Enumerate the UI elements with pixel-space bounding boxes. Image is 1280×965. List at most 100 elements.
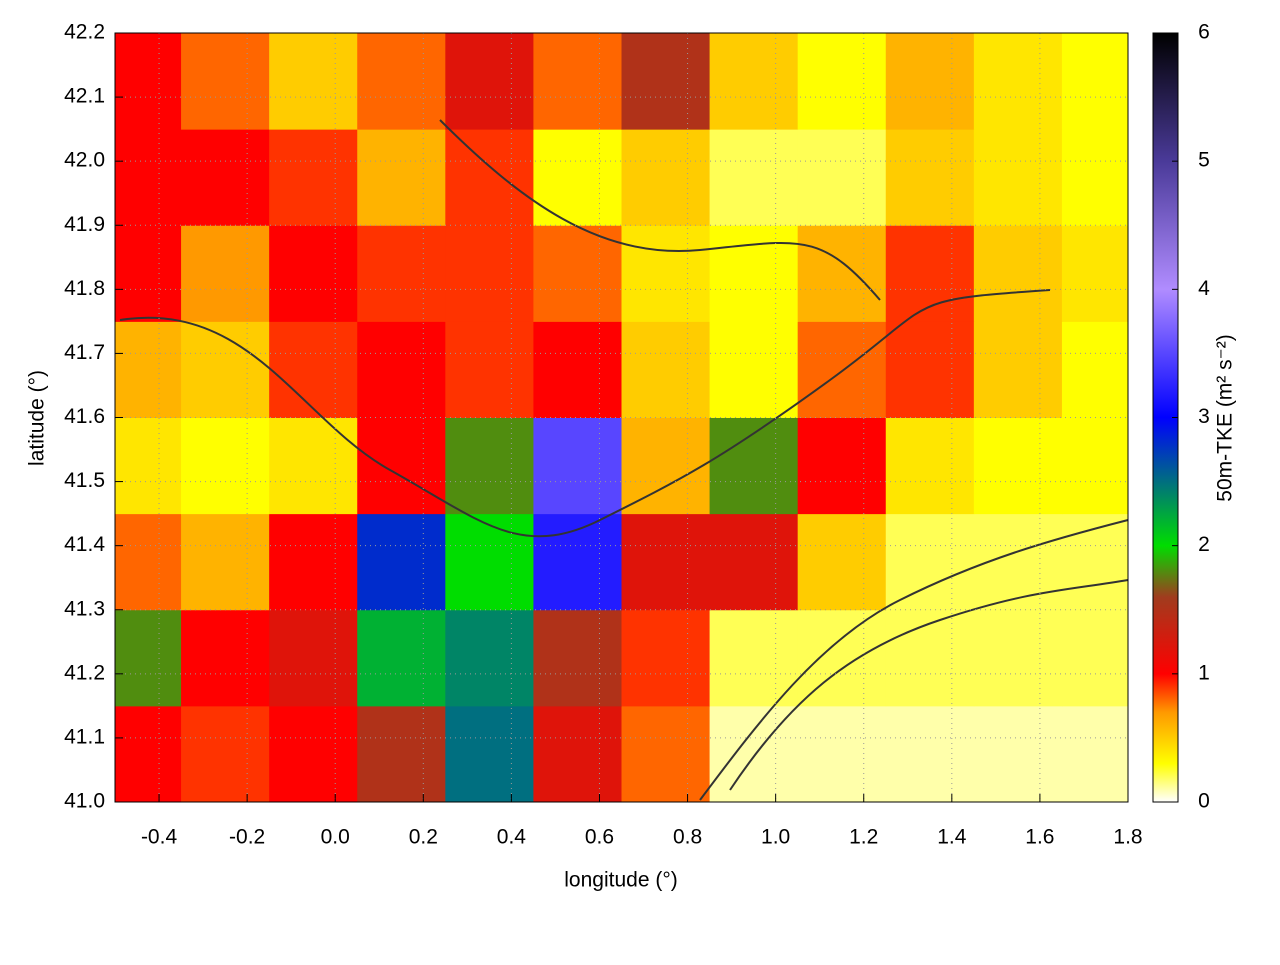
heat-cell — [1061, 705, 1129, 803]
y-tick-label: 42.1 — [64, 85, 105, 108]
heat-cell — [797, 609, 887, 707]
heat-cell — [973, 705, 1063, 803]
heat-cell — [357, 321, 446, 418]
heat-cell — [357, 513, 446, 611]
x-tick-label: 0.8 — [673, 826, 702, 849]
heat-cell — [445, 321, 534, 418]
heat-cell — [797, 321, 887, 418]
y-tick-label: 41.5 — [64, 469, 105, 492]
heat-cell — [357, 417, 446, 515]
heat-cell — [709, 417, 799, 515]
contour-line — [439, 119, 881, 301]
heat-cell — [181, 33, 270, 130]
heat-cell — [533, 321, 622, 418]
heat-cell — [621, 609, 711, 707]
heat-cell — [269, 513, 358, 611]
contour-line — [699, 519, 1129, 801]
heat-cell — [709, 609, 799, 707]
y-tick-label: 42.0 — [64, 149, 105, 172]
heat-cell — [181, 513, 270, 611]
colorbar-tick-label: 2 — [1198, 533, 1210, 556]
heat-cell — [445, 129, 534, 226]
heat-cell — [533, 129, 622, 226]
contours — [119, 119, 1129, 801]
heat-cell — [709, 129, 799, 226]
heat-cell — [115, 225, 182, 322]
heat-cell — [181, 609, 270, 707]
heat-cell — [885, 33, 975, 130]
heat-cell — [269, 33, 358, 130]
heat-cell — [445, 609, 534, 707]
heat-cell — [885, 321, 975, 418]
heat-cell — [181, 225, 270, 322]
heat-cell — [885, 417, 975, 515]
x-tick-label: -0.4 — [141, 826, 178, 849]
heat-cell — [797, 225, 887, 322]
x-tick-label: 0.0 — [321, 826, 350, 849]
contour-line — [119, 289, 1051, 538]
heat-cell — [1061, 33, 1129, 130]
heat-cell — [357, 225, 446, 322]
heat-cell — [621, 225, 711, 322]
heat-cell — [533, 225, 622, 322]
colorbar-label: 50m-TKE (m² s⁻²) — [1214, 334, 1237, 501]
heat-cell — [1061, 129, 1129, 226]
heat-cell — [181, 417, 270, 515]
y-tick-label: 41.1 — [64, 725, 105, 748]
heat-cell — [797, 705, 887, 803]
colorbar-tick-label: 1 — [1198, 661, 1210, 684]
y-tick-label: 41.2 — [64, 661, 105, 684]
heat-cell — [445, 513, 534, 611]
heat-cell — [269, 129, 358, 226]
heat-cell — [621, 33, 711, 130]
heat-cell — [115, 33, 182, 130]
x-axis-label: longitude (°) — [564, 869, 677, 892]
heat-cell — [115, 129, 182, 226]
heat-cell — [357, 609, 446, 707]
colorbar-tick-label: 6 — [1198, 21, 1210, 44]
x-tick-label: 1.2 — [849, 826, 878, 849]
x-tick-label: 1.8 — [1113, 826, 1142, 849]
x-tick-label: 1.0 — [761, 826, 790, 849]
heat-cell — [621, 513, 711, 611]
heat-cell — [973, 33, 1063, 130]
heat-cell — [1061, 513, 1129, 611]
heat-cell — [797, 129, 887, 226]
heat-cell — [269, 417, 358, 515]
colorbar-tick-label: 0 — [1198, 790, 1210, 813]
heat-cell — [357, 33, 446, 130]
y-tick-label: 41.4 — [64, 533, 105, 556]
heat-cell — [533, 513, 622, 611]
heat-cell — [621, 321, 711, 418]
heat-cell — [533, 417, 622, 515]
heat-cell — [115, 417, 182, 515]
heat-cell — [885, 513, 975, 611]
heat-cell — [1061, 321, 1129, 418]
heat-cell — [445, 705, 534, 803]
heat-cell — [445, 225, 534, 322]
heat-cell — [709, 225, 799, 322]
heat-cell — [621, 417, 711, 515]
heat-cell — [181, 705, 270, 803]
x-tick-label: -0.2 — [229, 826, 265, 849]
heat-cell — [973, 321, 1063, 418]
heat-cell — [269, 705, 358, 803]
heat-cell — [181, 129, 270, 226]
y-tick-label: 41.6 — [64, 405, 105, 428]
heat-cell — [533, 609, 622, 707]
heat-cell — [115, 321, 182, 418]
colorbar-tick-label: 4 — [1198, 277, 1210, 300]
heat-cell — [445, 33, 534, 130]
y-tick-label: 42.2 — [64, 21, 105, 44]
contour-line — [729, 579, 1129, 791]
heat-cell — [357, 705, 446, 803]
heat-cell — [621, 705, 711, 803]
heat-cell — [1061, 225, 1129, 322]
heat-cell — [709, 33, 799, 130]
heatmap — [115, 33, 1129, 803]
heat-cell — [269, 321, 358, 418]
heat-cell — [973, 417, 1063, 515]
heat-cell — [445, 417, 534, 515]
